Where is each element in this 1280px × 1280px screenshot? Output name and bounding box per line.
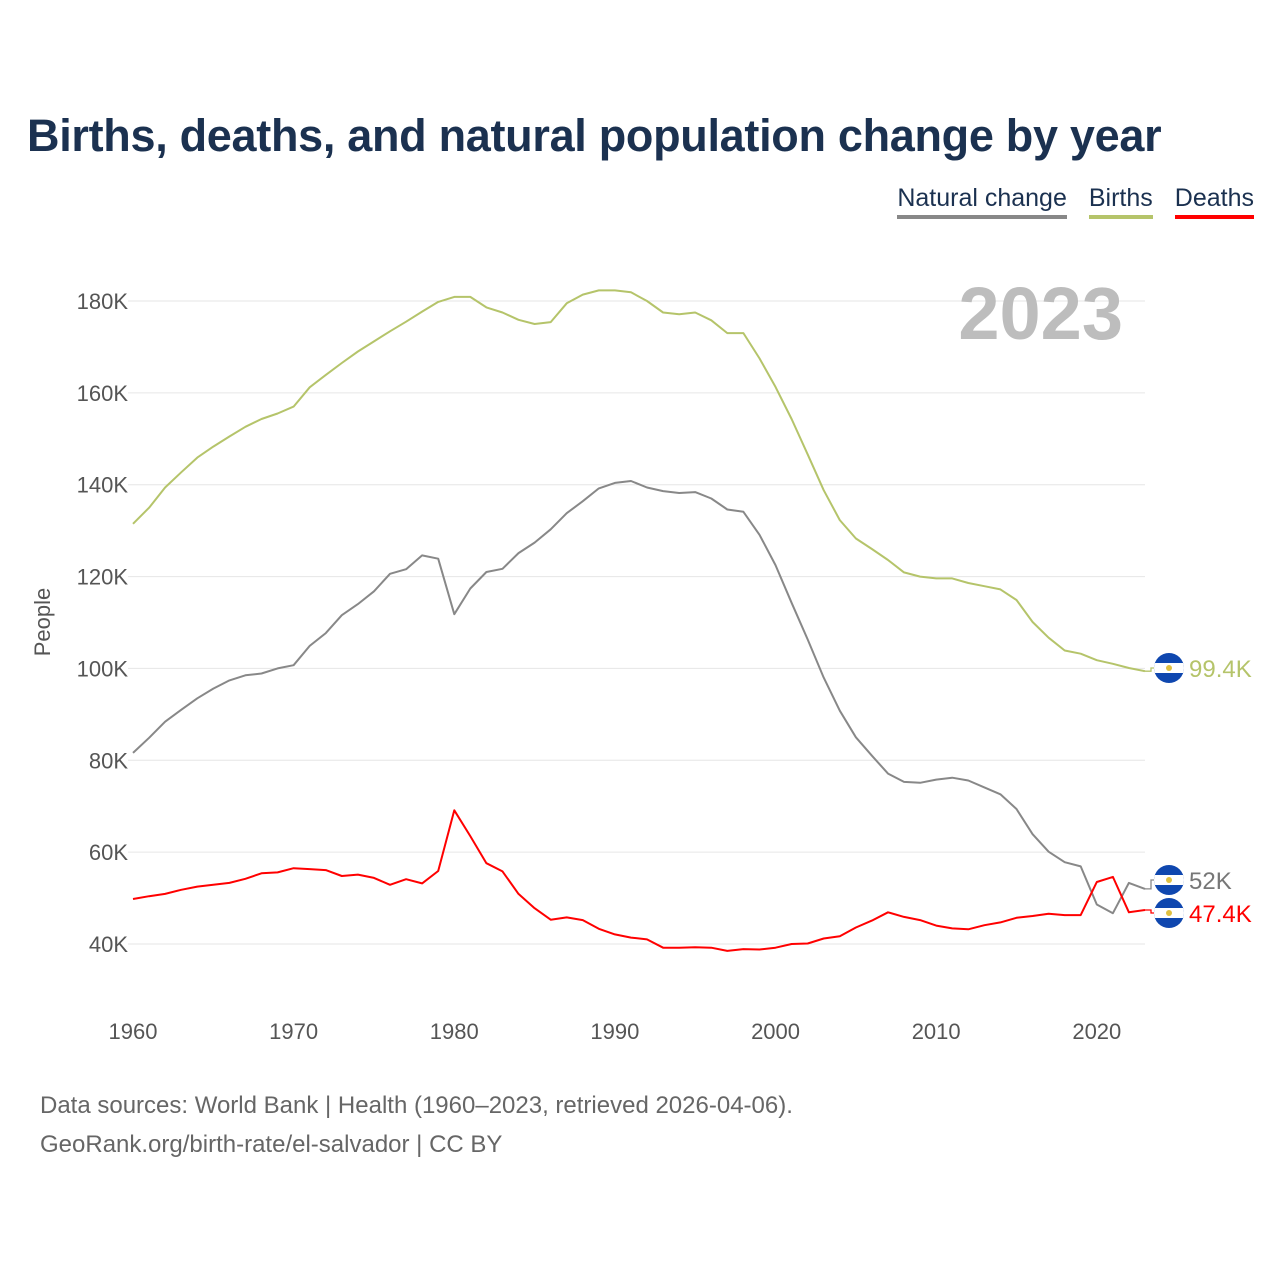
series-line-deaths	[132, 809, 1146, 952]
y-tick-label: 180K	[77, 289, 129, 314]
series-line-births	[132, 289, 1146, 673]
y-axis-label: People	[30, 588, 55, 657]
year-watermark: 2023	[958, 272, 1123, 355]
data-source-note: Data sources: World Bank | Health (1960–…	[40, 1092, 793, 1119]
end-value-label: 52K	[1189, 868, 1232, 895]
legend-natural-change[interactable]: Natural change	[897, 183, 1067, 219]
x-tick-label: 1980	[430, 1019, 479, 1044]
legend: Natural change Births Deaths	[897, 183, 1254, 219]
end-value-label: 47.4K	[1189, 901, 1252, 928]
end-label-connector	[1145, 667, 1155, 672]
x-tick-label: 2000	[751, 1019, 800, 1044]
x-tick-label: 1960	[109, 1019, 158, 1044]
y-tick-label: 100K	[77, 656, 129, 681]
x-tick-label: 1970	[269, 1019, 318, 1044]
el-salvador-flag-icon	[1154, 653, 1184, 683]
y-tick-label: 140K	[77, 473, 129, 498]
y-tick-label: 40K	[89, 932, 128, 957]
el-salvador-flag-icon	[1154, 898, 1184, 928]
x-tick-label: 2020	[1072, 1019, 1121, 1044]
x-tick-label: 2010	[912, 1019, 961, 1044]
x-tick-label: 1990	[590, 1019, 639, 1044]
footer: Data sources: World Bank | Health (1960–…	[40, 1086, 793, 1164]
series-line-natural-change	[132, 480, 1146, 915]
end-label-connector	[1145, 879, 1155, 890]
legend-births[interactable]: Births	[1088, 183, 1153, 219]
source-link[interactable]: GeoRank.org/birth-rate/el-salvador | CC …	[40, 1131, 503, 1158]
y-tick-label: 80K	[89, 748, 128, 773]
end-label-connector	[1145, 909, 1155, 914]
y-tick-label: 120K	[77, 565, 129, 590]
y-tick-label: 160K	[77, 381, 129, 406]
end-value-label: 99.4K	[1189, 656, 1252, 683]
el-salvador-flag-icon	[1154, 865, 1184, 895]
y-tick-label: 60K	[89, 840, 128, 865]
chart-title: Births, deaths, and natural population c…	[27, 110, 1162, 161]
legend-deaths[interactable]: Deaths	[1174, 183, 1254, 219]
